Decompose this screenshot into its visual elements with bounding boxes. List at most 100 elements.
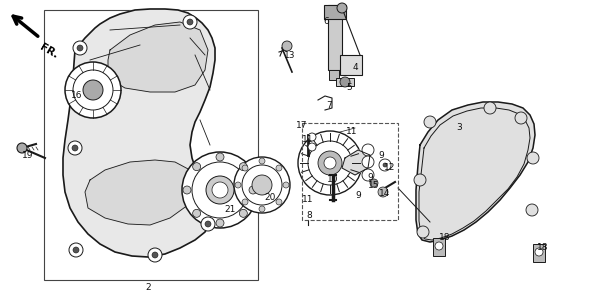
Text: 11: 11	[346, 126, 358, 135]
Text: 21: 21	[224, 206, 235, 215]
Text: 11: 11	[302, 196, 314, 204]
Circle shape	[379, 159, 391, 171]
Circle shape	[193, 163, 201, 171]
Circle shape	[242, 165, 248, 171]
Text: 14: 14	[379, 188, 391, 197]
Circle shape	[282, 41, 292, 51]
Text: 11: 11	[302, 135, 314, 144]
Text: 5: 5	[346, 83, 352, 92]
Circle shape	[298, 131, 362, 195]
Circle shape	[417, 226, 429, 238]
Circle shape	[414, 174, 426, 186]
Circle shape	[240, 209, 247, 217]
Circle shape	[276, 165, 282, 171]
Circle shape	[216, 219, 224, 227]
Text: 2: 2	[145, 283, 151, 291]
Circle shape	[435, 242, 443, 250]
Bar	[324, 5, 346, 19]
Bar	[533, 244, 545, 262]
Text: 12: 12	[384, 163, 396, 172]
Circle shape	[148, 248, 162, 262]
Polygon shape	[416, 102, 535, 242]
Circle shape	[205, 221, 211, 227]
Circle shape	[73, 247, 79, 253]
Bar	[44, 10, 258, 280]
Polygon shape	[108, 22, 208, 92]
Circle shape	[182, 152, 258, 228]
Bar	[329, 70, 339, 80]
Circle shape	[276, 199, 282, 205]
Polygon shape	[342, 150, 370, 175]
Circle shape	[383, 163, 387, 167]
Circle shape	[337, 3, 347, 13]
Circle shape	[324, 157, 336, 169]
Circle shape	[308, 143, 316, 151]
Circle shape	[259, 158, 265, 164]
Polygon shape	[85, 160, 195, 225]
Text: 6: 6	[323, 17, 329, 26]
Bar	[328, 5, 342, 70]
Circle shape	[69, 243, 83, 257]
Text: 9: 9	[355, 191, 361, 200]
Text: 20: 20	[264, 194, 276, 203]
Circle shape	[252, 175, 272, 195]
Circle shape	[249, 186, 257, 194]
Circle shape	[259, 206, 265, 212]
Bar	[433, 238, 445, 256]
Text: 17: 17	[296, 122, 308, 131]
Text: 8: 8	[306, 210, 312, 219]
Text: 19: 19	[22, 150, 34, 160]
Bar	[340, 55, 362, 75]
Circle shape	[242, 165, 282, 205]
Circle shape	[68, 141, 82, 155]
Circle shape	[193, 209, 201, 217]
Text: 18: 18	[439, 234, 451, 243]
Circle shape	[424, 116, 436, 128]
Circle shape	[77, 45, 83, 51]
Circle shape	[65, 62, 121, 118]
Circle shape	[340, 77, 350, 87]
Text: 10: 10	[327, 175, 339, 185]
Circle shape	[527, 152, 539, 164]
Circle shape	[183, 15, 197, 29]
Text: FR.: FR.	[38, 42, 60, 60]
Circle shape	[526, 204, 538, 216]
Circle shape	[83, 80, 103, 100]
Circle shape	[72, 145, 78, 151]
Circle shape	[235, 182, 241, 188]
Circle shape	[370, 179, 378, 187]
Circle shape	[362, 156, 374, 168]
Polygon shape	[63, 9, 215, 257]
Circle shape	[362, 144, 374, 156]
Circle shape	[206, 176, 234, 204]
Text: 3: 3	[456, 123, 462, 132]
Circle shape	[242, 199, 248, 205]
Circle shape	[212, 182, 228, 198]
Circle shape	[515, 112, 527, 124]
Circle shape	[535, 248, 543, 256]
Circle shape	[201, 217, 215, 231]
Circle shape	[283, 182, 289, 188]
Circle shape	[216, 153, 224, 161]
Bar	[336, 78, 354, 86]
Bar	[302, 123, 398, 220]
Circle shape	[308, 141, 352, 185]
Text: 7: 7	[326, 101, 332, 110]
Circle shape	[484, 102, 496, 114]
Circle shape	[73, 41, 87, 55]
Circle shape	[73, 70, 113, 110]
Text: 4: 4	[352, 63, 358, 72]
Text: 18: 18	[537, 244, 549, 253]
Text: 9: 9	[378, 150, 384, 160]
Text: 9: 9	[367, 173, 373, 182]
Circle shape	[308, 133, 316, 141]
Circle shape	[318, 151, 342, 175]
Text: 15: 15	[368, 181, 380, 190]
Circle shape	[378, 187, 388, 197]
Circle shape	[362, 169, 374, 181]
Circle shape	[192, 162, 248, 218]
Circle shape	[240, 163, 247, 171]
Circle shape	[17, 143, 27, 153]
Circle shape	[234, 157, 290, 213]
Text: 13: 13	[284, 51, 296, 60]
